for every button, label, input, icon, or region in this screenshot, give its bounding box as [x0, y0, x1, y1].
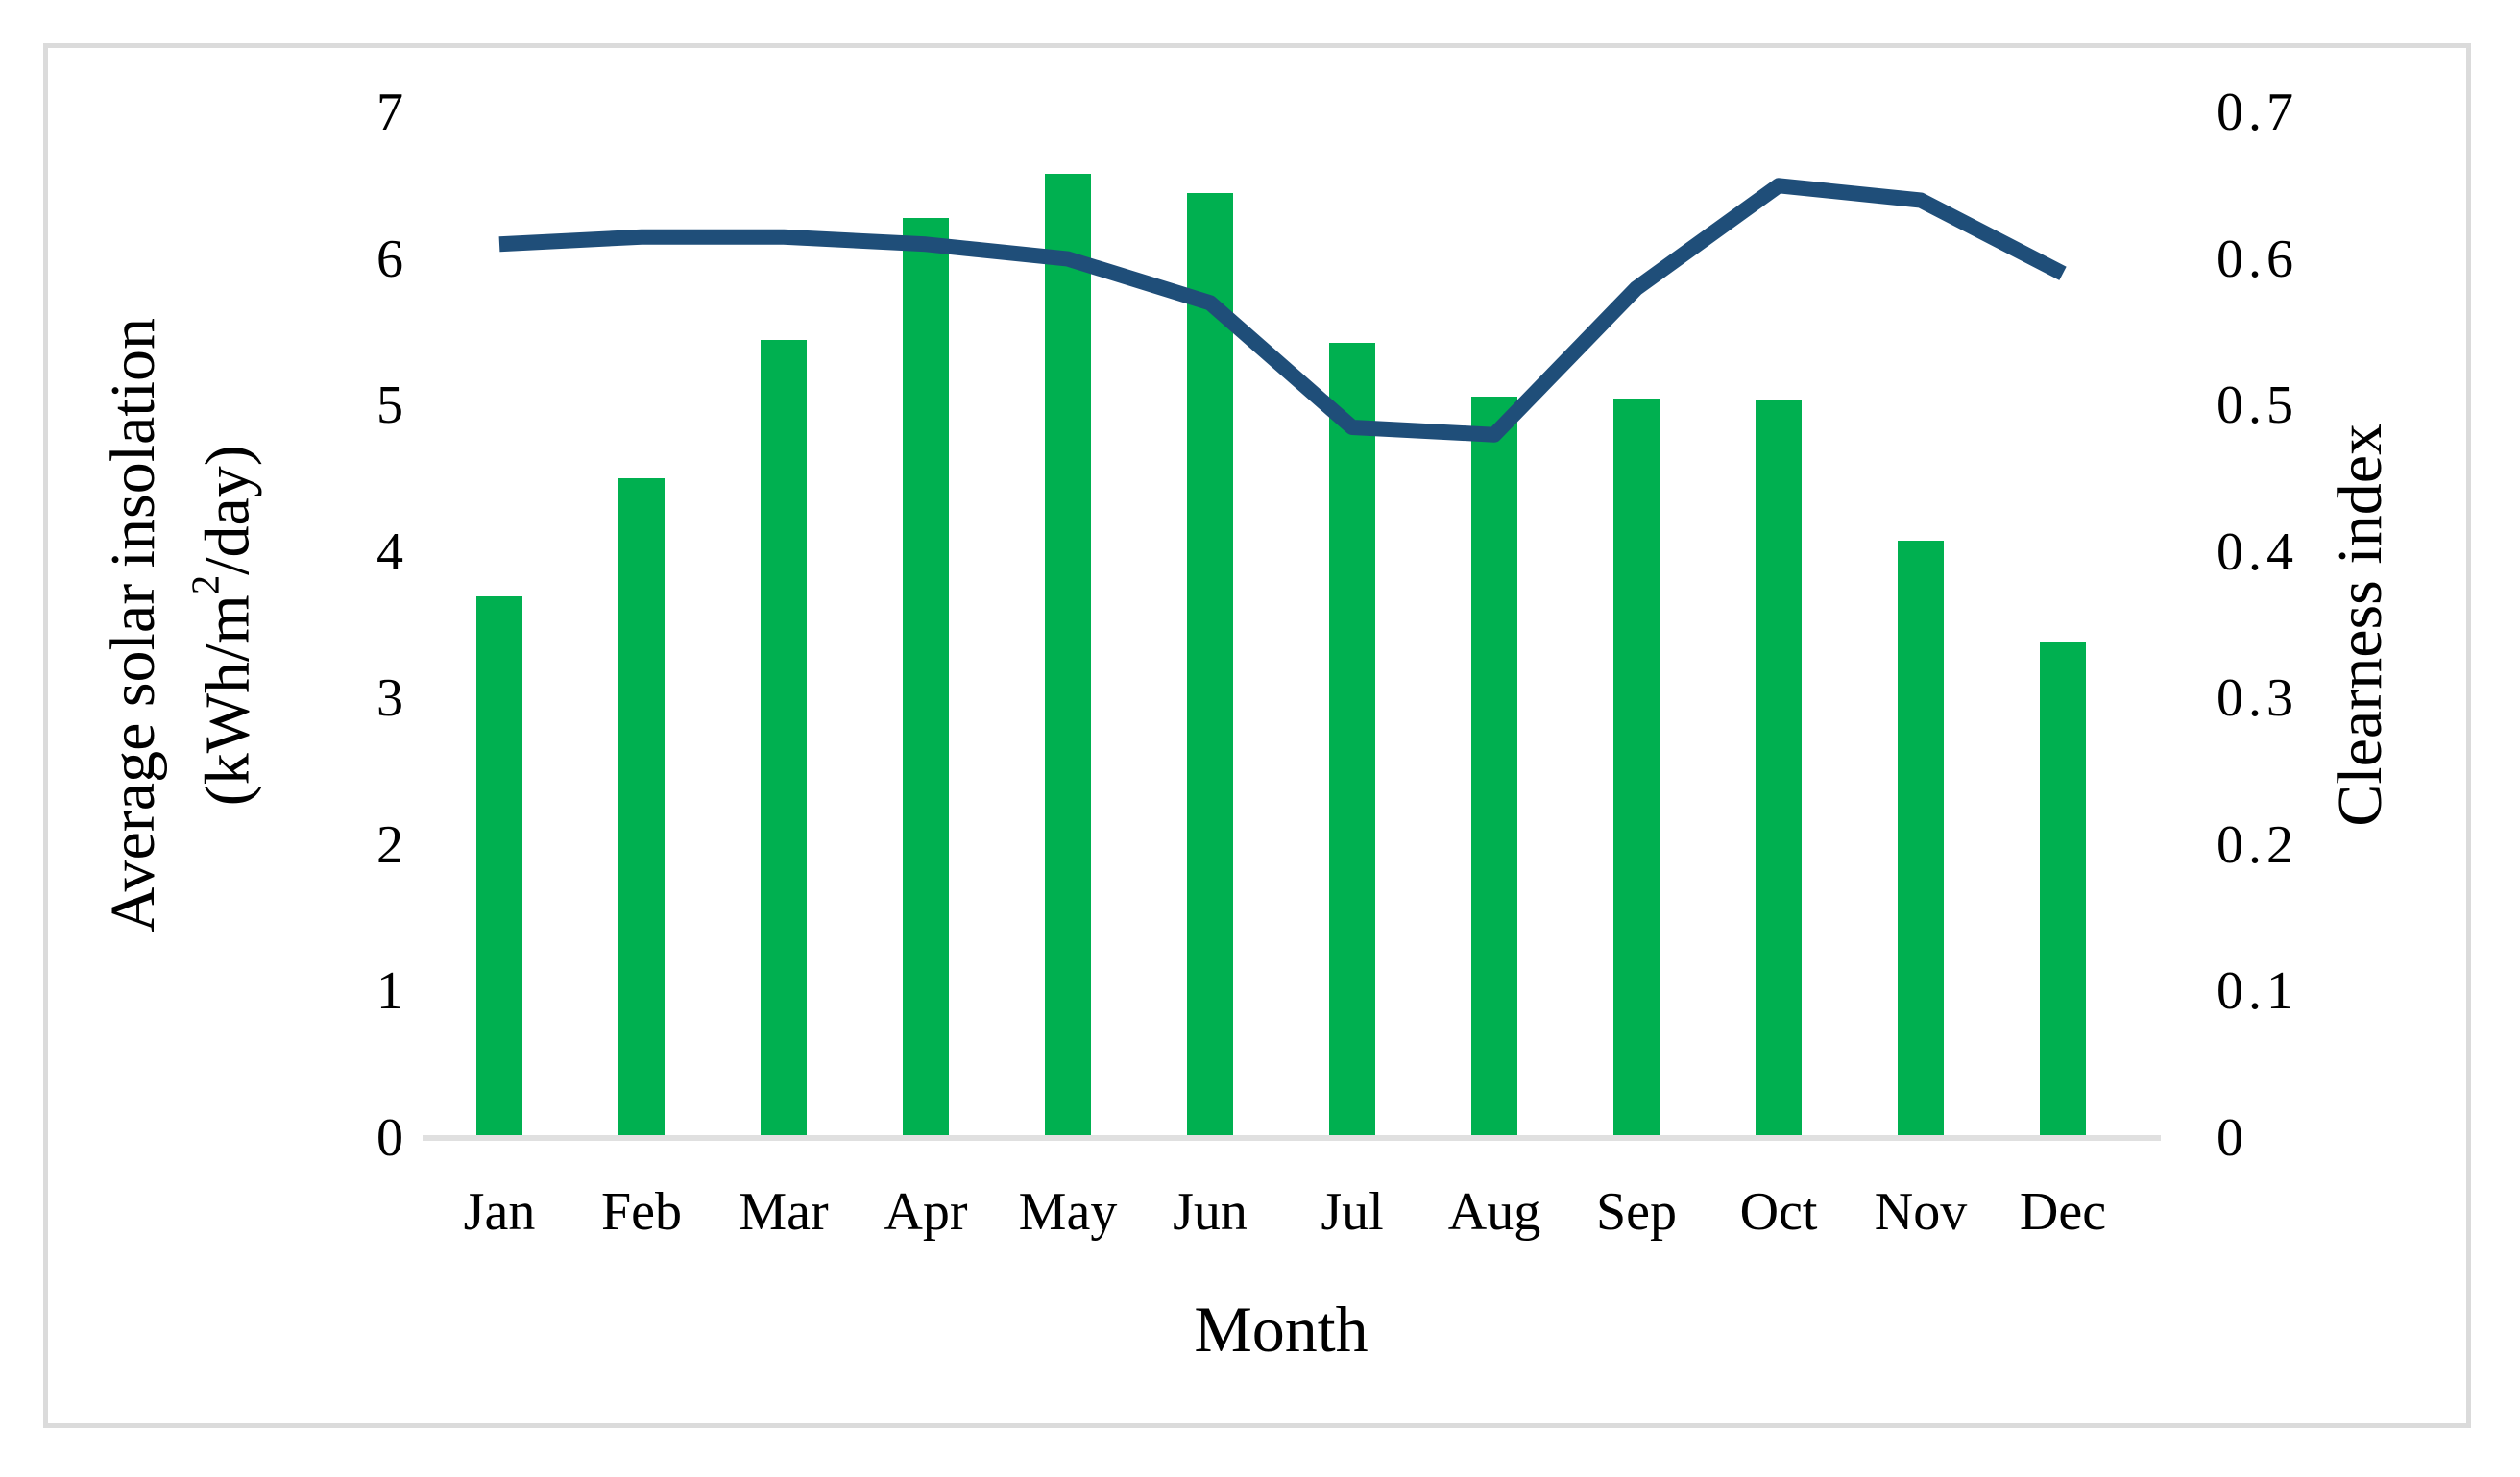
- left-axis-tick: 0: [376, 1108, 403, 1168]
- right-axis-tick: 0.5: [2217, 375, 2298, 436]
- right-axis-tick: 0.2: [2217, 814, 2298, 875]
- clearness-index-line: [498, 178, 2067, 443]
- bar-nov: [1898, 540, 1944, 1138]
- left-axis-tick: 4: [376, 521, 403, 582]
- right-axis-tick: 0.4: [2217, 521, 2298, 582]
- bar-dec: [2040, 642, 2086, 1138]
- x-axis-label-sep: Sep: [1596, 1182, 1677, 1242]
- bar-jul: [1329, 342, 1375, 1138]
- x-axis-label-oct: Oct: [1739, 1182, 1818, 1242]
- right-axis-tick: 0.3: [2217, 668, 2298, 729]
- left-axis-tick: 6: [376, 229, 403, 289]
- x-axis-label-jul: Jul: [1321, 1182, 1384, 1242]
- left-axis-unit-suffix: /day): [192, 445, 263, 575]
- left-axis-title-text: Average solar insolation (kWh/m2/day): [88, 318, 273, 932]
- x-axis-line: [423, 1135, 2161, 1141]
- x-axis-label-jan: Jan: [463, 1182, 536, 1242]
- left-axis-tick: 3: [376, 668, 403, 729]
- left-axis-unit-prefix: (kWh/m: [192, 594, 263, 807]
- right-axis-tick: 0: [2217, 1108, 2248, 1168]
- x-axis-label-may: May: [1018, 1182, 1118, 1242]
- bar-feb: [618, 478, 665, 1138]
- bar-may: [1045, 174, 1091, 1138]
- left-axis-tick: 2: [376, 814, 403, 875]
- x-axis-title: Month: [1194, 1293, 1369, 1366]
- bar-sep: [1613, 398, 1660, 1138]
- right-axis-title: Clearness index: [2313, 112, 2409, 1138]
- plot-area: [428, 112, 2134, 1138]
- right-axis-tick: 0.7: [2217, 83, 2298, 142]
- right-axis-tick: 0.6: [2217, 229, 2298, 289]
- left-axis-tick: 1: [376, 961, 403, 1022]
- left-axis-tick: 7: [376, 83, 403, 142]
- x-axis-label-apr: Apr: [884, 1182, 968, 1242]
- x-axis-label-aug: Aug: [1447, 1182, 1541, 1242]
- x-axis-label-nov: Nov: [1874, 1182, 1968, 1242]
- right-axis-tick: 0.1: [2217, 961, 2298, 1022]
- right-axis-title-text: Clearness index: [2325, 424, 2396, 827]
- left-axis-tick: 5: [376, 375, 403, 436]
- clearness-index-line-layer: [498, 178, 2067, 443]
- x-axis-label-dec: Dec: [2019, 1182, 2107, 1242]
- left-axis-title-line1: Average solar insolation: [97, 317, 168, 933]
- left-axis-unit-superscript: 2: [183, 574, 228, 595]
- bar-mar: [761, 339, 807, 1138]
- x-axis-label-jun: Jun: [1173, 1182, 1248, 1242]
- left-axis-title: Average solar insolation (kWh/m2/day): [85, 112, 277, 1138]
- bar-apr: [903, 217, 949, 1138]
- bar-aug: [1471, 397, 1517, 1138]
- x-axis-label-mar: Mar: [739, 1182, 829, 1242]
- bar-oct: [1756, 400, 1802, 1138]
- bar-jun: [1187, 192, 1233, 1138]
- x-axis-label-feb: Feb: [601, 1182, 682, 1242]
- x-axis-category-labels: Jan Feb Mar Apr May Jun Jul Aug Sep Oct Nov Dec: [428, 1183, 2134, 1241]
- bar-jan: [476, 595, 522, 1138]
